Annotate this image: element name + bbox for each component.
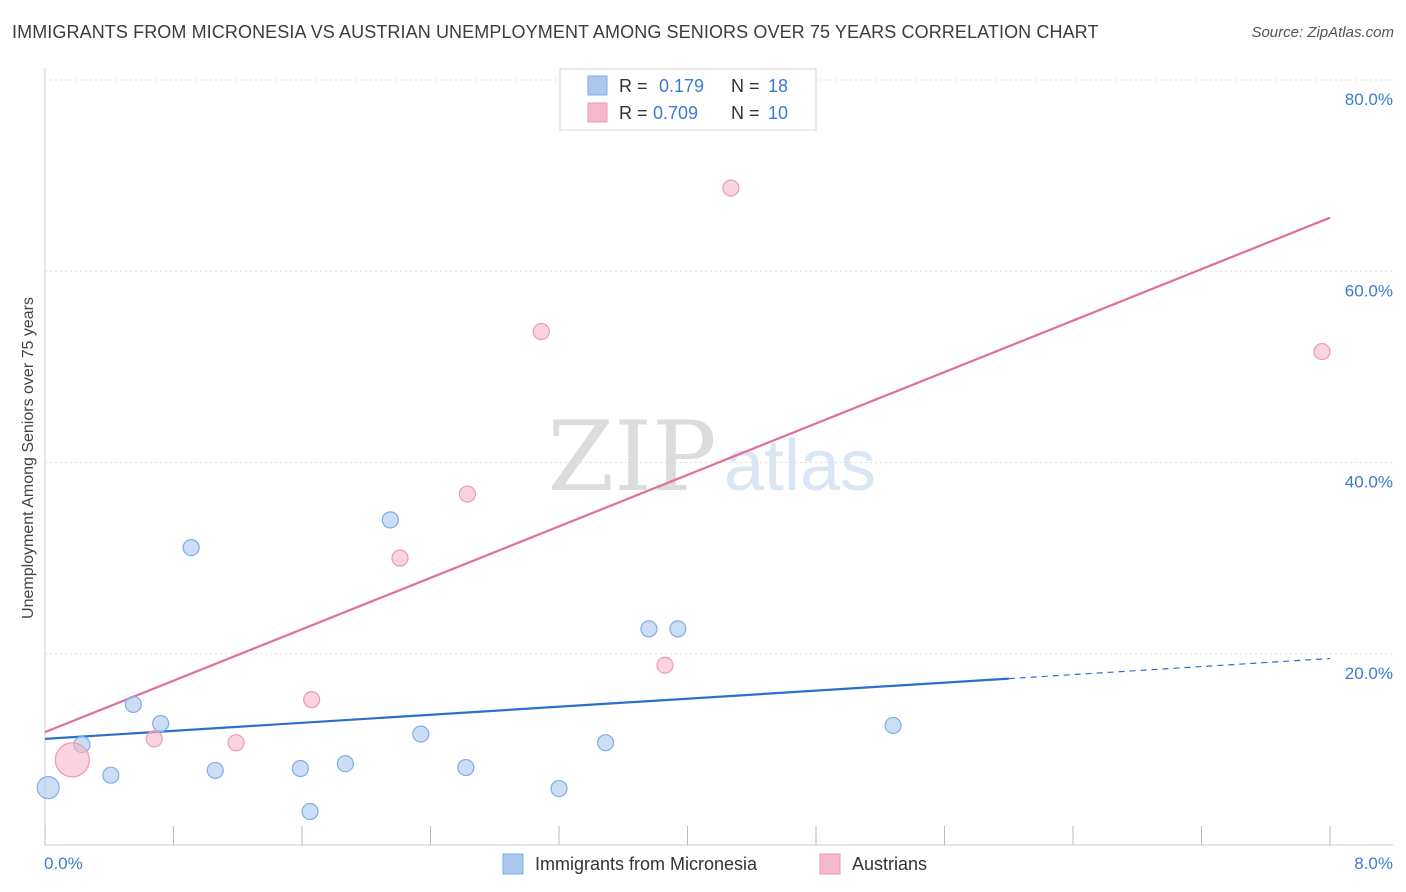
data-point-austrians xyxy=(391,549,409,567)
watermark-zip: ZIP xyxy=(547,401,716,513)
grid xyxy=(45,79,1393,655)
data-point-micronesia xyxy=(550,779,568,798)
stats-legend-swatch-austrians xyxy=(587,102,608,123)
data-point-micronesia xyxy=(124,695,142,714)
stats-legend-n-label: N = xyxy=(731,76,760,96)
chart-title: IMMIGRANTS FROM MICRONESIA VS AUSTRIAN U… xyxy=(12,22,1099,42)
stats-legend-r-value: 0.709 xyxy=(653,103,698,123)
data-point-micronesia xyxy=(36,776,60,800)
data-point-micronesia xyxy=(457,758,475,777)
data-point-micronesia xyxy=(301,802,319,821)
y-axis-label: Unemployment Among Seniors over 75 years xyxy=(20,297,37,619)
data-point-austrians xyxy=(145,730,163,748)
trend-lines xyxy=(44,216,1331,740)
trend-line-extension xyxy=(1008,657,1331,680)
data-point-austrians xyxy=(656,656,674,674)
stats-legend: R = 0.179 N = 18 R = 0.709 N = 10 xyxy=(559,68,817,131)
data-point-micronesia xyxy=(336,755,354,773)
data-point-micronesia xyxy=(884,716,902,735)
stats-legend-n-value: 18 xyxy=(768,76,788,96)
series-legend-label-micronesia: Immigrants from Micronesia xyxy=(535,854,758,874)
y-tick-label-80: 80.0% xyxy=(1345,90,1393,109)
data-point-micronesia xyxy=(206,761,224,780)
data-point-micronesia xyxy=(669,620,687,638)
data-point-austrians xyxy=(722,179,740,197)
data-point-micronesia xyxy=(291,759,309,778)
axes xyxy=(44,68,1393,846)
watermark-atlas: atlas xyxy=(724,426,876,506)
series-legend-swatch-austrians xyxy=(819,853,841,875)
series-legend: Immigrants from Micronesia Austrians xyxy=(502,853,927,875)
y-tick-label-40: 40.0% xyxy=(1345,473,1393,492)
stats-legend-r-value: 0.179 xyxy=(659,76,704,96)
source-label: Source: ZipAtlas.com xyxy=(1251,24,1394,41)
y-tick-label-20: 20.0% xyxy=(1345,664,1393,683)
x-tick-label-left: 0.0% xyxy=(44,854,83,873)
data-point-austrians xyxy=(532,322,550,341)
series-legend-label-austrians: Austrians xyxy=(852,854,927,874)
stats-legend-n-value: 10 xyxy=(768,103,788,123)
stats-legend-r-label: R = xyxy=(619,76,648,96)
stats-legend-n-label: N = xyxy=(731,103,760,123)
series-legend-swatch-micronesia xyxy=(502,853,524,875)
data-point-micronesia xyxy=(412,725,430,743)
data-point-austrians xyxy=(1313,342,1331,361)
y-tick-label-60: 60.0% xyxy=(1345,281,1393,300)
trend-line-austrians xyxy=(44,216,1331,734)
data-point-austrians xyxy=(54,742,90,778)
data-point-austrians xyxy=(303,691,321,709)
stats-legend-swatch-micronesia xyxy=(587,75,608,96)
data-point-micronesia xyxy=(640,620,658,638)
data-point-micronesia xyxy=(152,714,170,733)
data-point-micronesia xyxy=(381,511,399,529)
data-point-micronesia xyxy=(596,734,615,752)
data-point-austrians xyxy=(227,734,245,752)
data-point-austrians xyxy=(458,485,477,503)
data-points xyxy=(36,179,1331,821)
data-point-micronesia xyxy=(102,766,120,784)
x-tick-label-right: 8.0% xyxy=(1354,854,1393,873)
data-point-micronesia xyxy=(182,539,200,557)
stats-legend-r-label: R = xyxy=(619,103,648,123)
trend-line-micronesia xyxy=(44,677,1009,740)
